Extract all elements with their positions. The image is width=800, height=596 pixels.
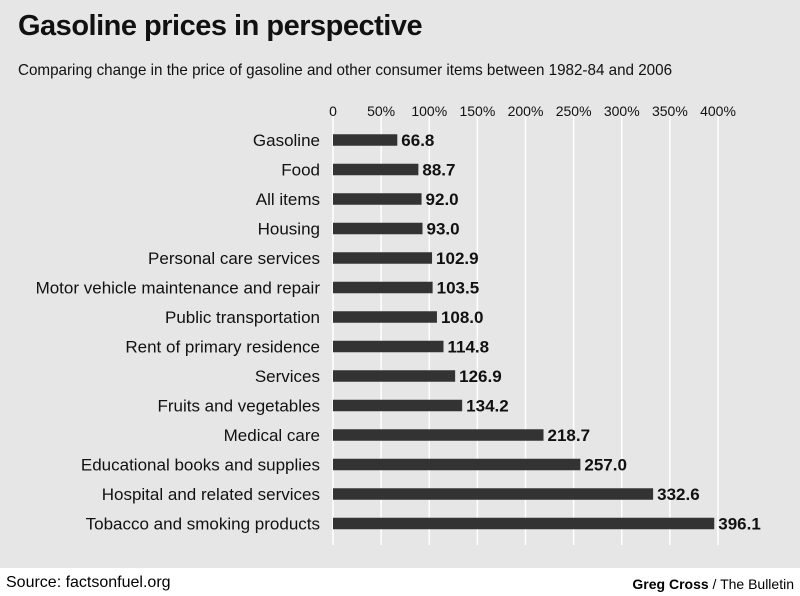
value-label: 114.8 bbox=[447, 338, 489, 357]
category-label: Services bbox=[255, 367, 320, 386]
value-label: 396.1 bbox=[718, 515, 761, 534]
bar bbox=[333, 281, 433, 294]
bar bbox=[333, 399, 463, 412]
chart-title: Gasoline prices in perspective bbox=[18, 10, 423, 42]
credit-separator: / bbox=[708, 576, 721, 592]
x-tick-label: 250% bbox=[556, 103, 592, 119]
bar bbox=[333, 429, 544, 441]
bar bbox=[333, 222, 423, 235]
bar bbox=[333, 134, 398, 146]
value-label: 108.0 bbox=[441, 308, 484, 327]
bar bbox=[333, 311, 437, 323]
x-tick-label: 400% bbox=[700, 103, 736, 119]
value-label: 92.0 bbox=[426, 190, 459, 209]
category-label: Food bbox=[281, 161, 320, 180]
category-label: Rent of primary residence bbox=[125, 338, 320, 357]
value-label: 257.0 bbox=[584, 456, 627, 475]
category-label: Fruits and vegetables bbox=[157, 397, 320, 416]
value-label: 102.9 bbox=[436, 249, 479, 268]
x-tick-label: 50% bbox=[367, 103, 395, 119]
bar-chart: 0 50% 100% 150% 200% 250% 300% 350% 400% Gasoline… bbox=[36, 103, 761, 545]
bar bbox=[333, 340, 444, 353]
x-tick-label: 150% bbox=[459, 103, 495, 119]
value-label: 332.6 bbox=[657, 485, 700, 504]
category-label: Gasoline bbox=[253, 131, 320, 150]
x-tick-label: 0 bbox=[329, 103, 337, 119]
credit-org: The Bulletin bbox=[720, 576, 794, 592]
category-label: Hospital and related services bbox=[102, 485, 320, 504]
category-label: Educational books and supplies bbox=[81, 456, 320, 475]
value-label: 218.7 bbox=[547, 426, 590, 445]
value-label: 88.7 bbox=[422, 161, 455, 180]
bar bbox=[333, 193, 422, 205]
x-tick-label: 350% bbox=[652, 103, 688, 119]
value-label: 93.0 bbox=[427, 220, 460, 239]
value-label: 103.5 bbox=[437, 279, 480, 298]
category-label: Personal care services bbox=[148, 249, 320, 268]
chart-subtitle: Comparing change in the price of gasolin… bbox=[18, 62, 673, 79]
bar bbox=[333, 488, 654, 500]
value-label: 134.2 bbox=[466, 397, 509, 416]
bar bbox=[333, 163, 419, 176]
category-label: Motor vehicle maintenance and repair bbox=[36, 279, 321, 298]
bar bbox=[333, 252, 433, 264]
category-label: Public transportation bbox=[165, 308, 320, 327]
x-tick-label: 100% bbox=[411, 103, 447, 119]
source-note: Source: factsonfuel.org bbox=[6, 574, 171, 591]
category-label: Tobacco and smoking products bbox=[86, 515, 320, 534]
category-label: All items bbox=[256, 190, 320, 209]
credit-line: Greg Cross / The Bulletin bbox=[632, 576, 794, 592]
category-label: Housing bbox=[258, 220, 320, 239]
x-tick-label: 200% bbox=[508, 103, 544, 119]
category-label: Medical care bbox=[224, 426, 320, 445]
bar bbox=[333, 370, 456, 382]
value-label: 126.9 bbox=[459, 367, 502, 386]
value-label: 66.8 bbox=[401, 131, 434, 150]
credit-name: Greg Cross bbox=[632, 576, 709, 592]
bar bbox=[333, 458, 581, 471]
bar bbox=[333, 517, 715, 530]
x-tick-label: 300% bbox=[604, 103, 640, 119]
